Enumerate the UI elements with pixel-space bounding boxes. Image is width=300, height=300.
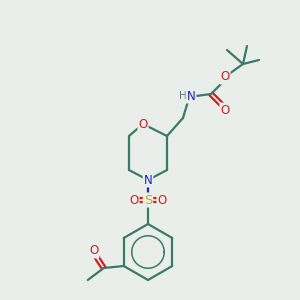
Text: S: S bbox=[144, 194, 152, 206]
Text: O: O bbox=[220, 103, 230, 116]
Text: O: O bbox=[158, 194, 166, 206]
Text: O: O bbox=[129, 194, 139, 206]
Text: N: N bbox=[187, 89, 195, 103]
Text: O: O bbox=[89, 244, 98, 257]
Text: H: H bbox=[179, 91, 187, 101]
Text: N: N bbox=[144, 173, 152, 187]
Text: O: O bbox=[138, 118, 148, 130]
Text: O: O bbox=[220, 70, 230, 83]
